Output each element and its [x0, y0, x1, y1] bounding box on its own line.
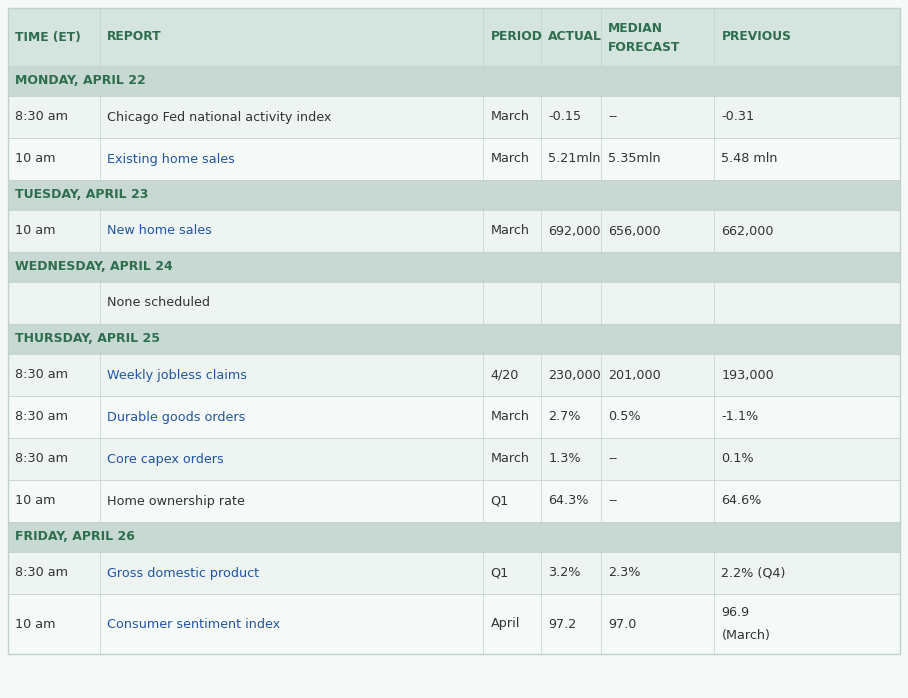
Text: 230,000: 230,000 — [548, 369, 601, 382]
Text: 8:30 am: 8:30 am — [15, 369, 68, 382]
Text: 8:30 am: 8:30 am — [15, 452, 68, 466]
Text: --: -- — [608, 110, 617, 124]
Text: Q1: Q1 — [490, 567, 508, 579]
Bar — [8, 438, 900, 480]
Text: None scheduled: None scheduled — [107, 297, 210, 309]
Text: 2.7%: 2.7% — [548, 410, 581, 424]
Text: -0.15: -0.15 — [548, 110, 581, 124]
Text: 2.2% (Q4): 2.2% (Q4) — [722, 567, 785, 579]
Bar — [8, 66, 900, 96]
Text: 193,000: 193,000 — [722, 369, 775, 382]
Text: 0.1%: 0.1% — [722, 452, 754, 466]
Bar — [8, 96, 900, 138]
Text: March: March — [490, 110, 529, 124]
Text: MONDAY, APRIL 22: MONDAY, APRIL 22 — [15, 75, 146, 87]
Text: 64.6%: 64.6% — [722, 494, 762, 507]
Bar — [8, 282, 900, 324]
Text: March: March — [490, 452, 529, 466]
Text: THURSDAY, APRIL 25: THURSDAY, APRIL 25 — [15, 332, 160, 346]
Bar — [8, 396, 900, 438]
Text: 5.21mln: 5.21mln — [548, 152, 601, 165]
Text: New home sales: New home sales — [107, 225, 212, 237]
Text: 5.48 mln: 5.48 mln — [722, 152, 778, 165]
Text: 96.9: 96.9 — [722, 605, 750, 618]
Text: 1.3%: 1.3% — [548, 452, 581, 466]
Text: 8:30 am: 8:30 am — [15, 110, 68, 124]
Text: --: -- — [608, 494, 617, 507]
Text: ACTUAL: ACTUAL — [548, 31, 602, 43]
Text: (March): (March) — [722, 630, 770, 642]
Text: 8:30 am: 8:30 am — [15, 410, 68, 424]
Bar — [8, 180, 900, 210]
Text: 656,000: 656,000 — [608, 225, 661, 237]
Bar — [8, 480, 900, 522]
Text: 64.3%: 64.3% — [548, 494, 589, 507]
Text: 97.2: 97.2 — [548, 618, 577, 630]
Text: FRIDAY, APRIL 26: FRIDAY, APRIL 26 — [15, 530, 135, 544]
Text: FORECAST: FORECAST — [608, 41, 681, 54]
Text: Home ownership rate: Home ownership rate — [107, 494, 245, 507]
Text: 4/20: 4/20 — [490, 369, 518, 382]
Text: Existing home sales: Existing home sales — [107, 152, 235, 165]
Bar — [8, 138, 900, 180]
Text: 10 am: 10 am — [15, 494, 55, 507]
Bar — [8, 252, 900, 282]
Text: 201,000: 201,000 — [608, 369, 661, 382]
Text: Q1: Q1 — [490, 494, 508, 507]
Text: Chicago Fed national activity index: Chicago Fed national activity index — [107, 110, 331, 124]
Bar — [8, 8, 900, 66]
Text: Durable goods orders: Durable goods orders — [107, 410, 245, 424]
Text: 97.0: 97.0 — [608, 618, 637, 630]
Text: REPORT: REPORT — [107, 31, 162, 43]
Bar — [8, 354, 900, 396]
Text: 692,000: 692,000 — [548, 225, 601, 237]
Bar — [8, 552, 900, 594]
Text: 2.3%: 2.3% — [608, 567, 641, 579]
Text: 5.35mln: 5.35mln — [608, 152, 661, 165]
Text: Core capex orders: Core capex orders — [107, 452, 223, 466]
Text: Consumer sentiment index: Consumer sentiment index — [107, 618, 280, 630]
Bar — [8, 324, 900, 354]
Text: -0.31: -0.31 — [722, 110, 755, 124]
Text: MEDIAN: MEDIAN — [608, 22, 663, 35]
Bar — [8, 594, 900, 654]
Bar — [8, 210, 900, 252]
Text: March: March — [490, 152, 529, 165]
Text: March: March — [490, 225, 529, 237]
Text: TUESDAY, APRIL 23: TUESDAY, APRIL 23 — [15, 188, 148, 202]
Bar — [8, 522, 900, 552]
Text: April: April — [490, 618, 519, 630]
Text: --: -- — [608, 452, 617, 466]
Text: PREVIOUS: PREVIOUS — [722, 31, 792, 43]
Text: WEDNESDAY, APRIL 24: WEDNESDAY, APRIL 24 — [15, 260, 173, 274]
Text: -1.1%: -1.1% — [722, 410, 759, 424]
Text: 10 am: 10 am — [15, 225, 55, 237]
Text: March: March — [490, 410, 529, 424]
Text: 0.5%: 0.5% — [608, 410, 641, 424]
Text: 3.2%: 3.2% — [548, 567, 581, 579]
Text: TIME (ET): TIME (ET) — [15, 31, 81, 43]
Text: PERIOD: PERIOD — [490, 31, 542, 43]
Text: 662,000: 662,000 — [722, 225, 774, 237]
Text: 10 am: 10 am — [15, 618, 55, 630]
Text: Gross domestic product: Gross domestic product — [107, 567, 259, 579]
Text: 10 am: 10 am — [15, 152, 55, 165]
Text: 8:30 am: 8:30 am — [15, 567, 68, 579]
Text: Weekly jobless claims: Weekly jobless claims — [107, 369, 247, 382]
